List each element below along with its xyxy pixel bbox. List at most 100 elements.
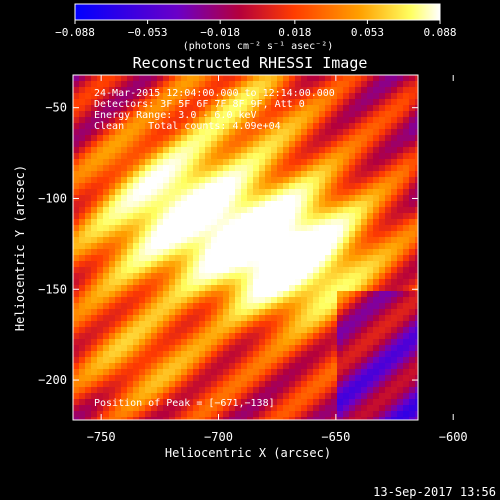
heatmap-pixel xyxy=(151,213,157,219)
heatmap-pixel xyxy=(97,255,103,261)
heatmap-pixel xyxy=(79,279,85,285)
heatmap-pixel xyxy=(127,87,133,93)
heatmap-pixel xyxy=(247,243,253,249)
heatmap-pixel xyxy=(115,369,121,375)
heatmap-pixel xyxy=(211,141,217,147)
heatmap-pixel xyxy=(211,75,217,81)
heatmap-pixel xyxy=(205,273,211,279)
heatmap-pixel xyxy=(325,375,331,381)
heatmap-pixel xyxy=(337,273,343,279)
heatmap-pixel xyxy=(259,255,265,261)
heatmap-pixel xyxy=(127,141,133,147)
heatmap-pixel xyxy=(229,273,235,279)
heatmap-pixel xyxy=(199,117,205,123)
heatmap-pixel xyxy=(193,333,199,339)
heatmap-pixel xyxy=(85,105,91,111)
heatmap-pixel xyxy=(235,147,241,153)
heatmap-pixel xyxy=(217,123,223,129)
heatmap-pixel xyxy=(379,261,385,267)
heatmap-pixel xyxy=(355,279,361,285)
heatmap-pixel xyxy=(277,279,283,285)
heatmap-pixel xyxy=(367,183,373,189)
heatmap-pixel xyxy=(325,399,331,405)
heatmap-pixel xyxy=(115,171,121,177)
heatmap-pixel xyxy=(157,399,163,405)
heatmap-pixel xyxy=(337,153,343,159)
heatmap-pixel xyxy=(361,111,367,117)
heatmap-pixel xyxy=(313,357,319,363)
heatmap-pixel xyxy=(385,297,391,303)
heatmap-pixel xyxy=(301,99,307,105)
heatmap-pixel xyxy=(337,357,343,363)
heatmap-pixel xyxy=(385,285,391,291)
timestamp: 13-Sep-2017 13:56 xyxy=(373,485,496,499)
heatmap-pixel xyxy=(373,327,379,333)
heatmap-pixel xyxy=(277,291,283,297)
heatmap-pixel xyxy=(367,111,373,117)
heatmap-pixel xyxy=(223,237,229,243)
heatmap-pixel xyxy=(271,117,277,123)
heatmap-pixel xyxy=(271,243,277,249)
heatmap-pixel xyxy=(343,207,349,213)
heatmap-pixel xyxy=(241,153,247,159)
heatmap-pixel xyxy=(319,273,325,279)
heatmap-pixel xyxy=(181,303,187,309)
heatmap-pixel xyxy=(349,81,355,87)
heatmap-pixel xyxy=(295,147,301,153)
heatmap-pixel xyxy=(157,351,163,357)
heatmap-pixel xyxy=(103,321,109,327)
heatmap-pixel xyxy=(247,177,253,183)
heatmap-pixel xyxy=(289,159,295,165)
heatmap-pixel xyxy=(133,381,139,387)
heatmap-pixel xyxy=(241,261,247,267)
heatmap-pixel xyxy=(325,249,331,255)
heatmap-pixel xyxy=(247,249,253,255)
heatmap-pixel xyxy=(145,273,151,279)
heatmap-pixel xyxy=(85,285,91,291)
heatmap-pixel xyxy=(319,405,325,411)
heatmap-pixel xyxy=(409,159,415,165)
heatmap-pixel xyxy=(409,279,415,285)
heatmap-pixel xyxy=(205,387,211,393)
heatmap-pixel xyxy=(247,315,253,321)
heatmap-pixel xyxy=(139,183,145,189)
heatmap-pixel xyxy=(307,333,313,339)
heatmap-pixel xyxy=(397,285,403,291)
heatmap-pixel xyxy=(181,411,187,417)
heatmap-pixel xyxy=(343,369,349,375)
heatmap-pixel xyxy=(211,147,217,153)
heatmap-pixel xyxy=(331,75,337,81)
heatmap-pixel xyxy=(385,303,391,309)
heatmap-pixel xyxy=(79,105,85,111)
heatmap-pixel xyxy=(97,243,103,249)
heatmap-pixel xyxy=(337,123,343,129)
heatmap-pixel xyxy=(205,189,211,195)
heatmap-pixel xyxy=(379,201,385,207)
heatmap-pixel xyxy=(85,339,91,345)
heatmap-pixel xyxy=(103,237,109,243)
heatmap-pixel xyxy=(415,111,418,117)
heatmap-pixel xyxy=(271,297,277,303)
heatmap-pixel xyxy=(295,207,301,213)
heatmap-pixel xyxy=(115,183,121,189)
heatmap-pixel xyxy=(97,369,103,375)
heatmap-pixel xyxy=(121,75,127,81)
heatmap-pixel xyxy=(403,81,409,87)
heatmap-pixel xyxy=(187,147,193,153)
heatmap-pixel xyxy=(115,357,121,363)
heatmap-pixel xyxy=(241,231,247,237)
heatmap-pixel xyxy=(217,207,223,213)
heatmap-pixel xyxy=(373,411,379,417)
heatmap-pixel xyxy=(91,231,97,237)
heatmap-pixel xyxy=(397,339,403,345)
heatmap-pixel xyxy=(169,393,175,399)
heatmap-pixel xyxy=(73,207,79,213)
heatmap-pixel xyxy=(229,381,235,387)
heatmap-pixel xyxy=(193,165,199,171)
heatmap-pixel xyxy=(151,141,157,147)
heatmap-pixel xyxy=(361,297,367,303)
heatmap-pixel xyxy=(235,189,241,195)
heatmap-pixel xyxy=(391,273,397,279)
heatmap-pixel xyxy=(277,321,283,327)
heatmap-pixel xyxy=(391,369,397,375)
